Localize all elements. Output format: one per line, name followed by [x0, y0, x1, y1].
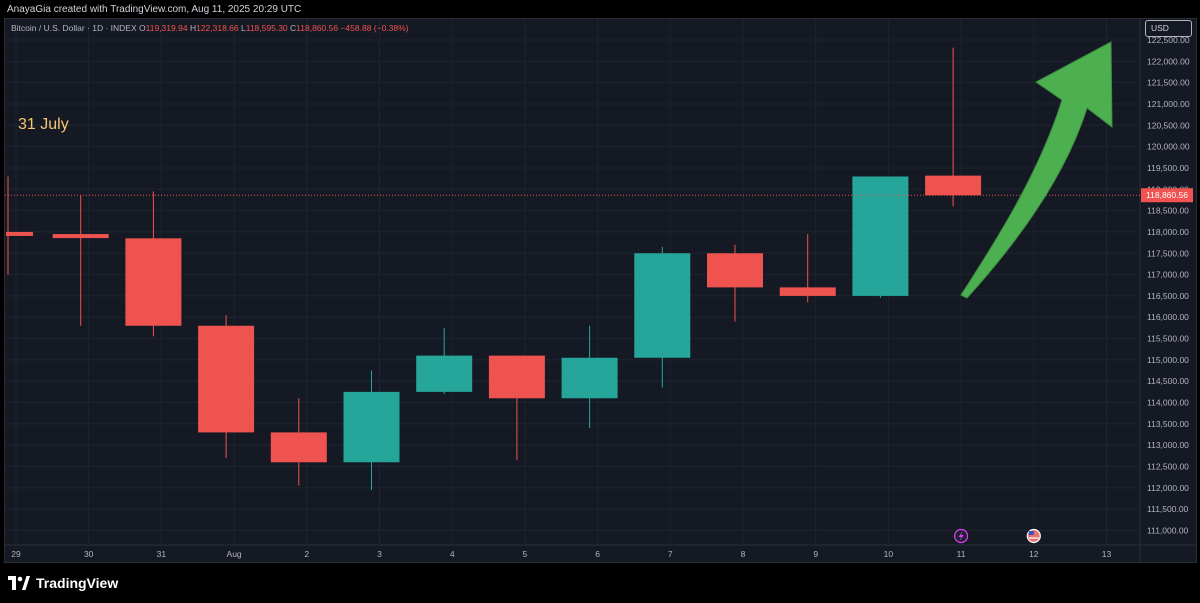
y-tick-label: 112,500.00 — [1147, 462, 1189, 472]
candle-body[interactable] — [779, 287, 836, 296]
y-tick-label: 118,500.00 — [1147, 206, 1189, 216]
y-tick-label: 121,500.00 — [1147, 78, 1190, 88]
tradingview-logo[interactable]: TradingView — [8, 575, 118, 591]
y-tick-label: 120,000.00 — [1147, 142, 1190, 152]
high-value: 122,318.66 — [196, 23, 239, 33]
candle-body[interactable] — [707, 253, 763, 288]
y-tick-label: 122,000.00 — [1147, 56, 1190, 66]
header-bar: AnayaGia created with TradingView.com, A… — [0, 0, 1200, 18]
high-label: H — [189, 23, 197, 33]
y-tick-label: 113,000.00 — [1147, 440, 1189, 450]
y-tick-label: 120,500.00 — [1147, 120, 1190, 130]
candle-body[interactable] — [416, 355, 473, 392]
current-price-tag — [1141, 188, 1193, 203]
current-price-label: 118,860.56 — [1146, 190, 1188, 200]
x-tick-label: 8 — [741, 549, 746, 559]
y-tick-label: 119,500.00 — [1147, 163, 1189, 173]
chart-area[interactable] — [4, 18, 1197, 563]
x-tick-label: 13 — [1102, 549, 1112, 559]
candle-body[interactable] — [852, 176, 909, 296]
symbol-name: Bitcoin / U.S. Dollar · 1D · INDEX — [11, 23, 137, 33]
change-value: −458.88 (−0.38%) — [340, 23, 409, 33]
y-tick-label: 117,500.00 — [1147, 248, 1189, 258]
x-tick-label: 11 — [957, 549, 966, 559]
y-tick-label: 114,000.00 — [1147, 398, 1189, 408]
brand-name: TradingView — [36, 575, 119, 591]
lightning-event-icon[interactable] — [953, 528, 969, 544]
tradingview-logo-icon — [8, 576, 30, 590]
y-tick-label: 115,500.00 — [1147, 334, 1189, 344]
candle-body[interactable] — [561, 357, 618, 399]
x-tick-label: 12 — [1029, 549, 1039, 559]
close-label: C — [290, 23, 297, 33]
candle-body[interactable] — [634, 253, 691, 358]
x-tick-label: 9 — [813, 549, 818, 559]
x-tick-label: 5 — [523, 549, 528, 559]
candle-body[interactable] — [343, 391, 400, 463]
y-tick-label: 121,000.00 — [1147, 99, 1190, 109]
x-tick-label: 30 — [84, 549, 94, 559]
y-tick-label: 111,000.00 — [1147, 526, 1189, 536]
x-tick-label: 10 — [884, 549, 894, 559]
y-tick-label: 116,000.00 — [1147, 312, 1189, 322]
footer-bar: TradingView — [0, 563, 1200, 603]
x-tick-label: 2 — [304, 549, 309, 559]
candle-body[interactable] — [488, 355, 545, 399]
trend-arrow-drawing[interactable] — [960, 41, 1113, 299]
y-tick-label: 115,000.00 — [1147, 355, 1189, 365]
us-flag-event-icon[interactable] — [1026, 528, 1041, 544]
x-tick-label: 7 — [668, 549, 673, 559]
y-tick-label: 111,500.00 — [1147, 504, 1189, 514]
y-tick-label: 112,000.00 — [1147, 483, 1189, 493]
x-tick-label: 4 — [450, 549, 455, 559]
candle-body[interactable] — [925, 175, 982, 196]
x-tick-label: 29 — [11, 549, 21, 559]
currency-selector[interactable]: USD — [1145, 20, 1192, 37]
open-value: 119,319.94 — [145, 23, 188, 33]
candle-body[interactable] — [125, 238, 182, 326]
open-label: O — [139, 23, 146, 33]
x-tick-label: 31 — [157, 549, 167, 559]
date-annotation: 31 July — [18, 116, 69, 133]
y-tick-label: 122,500.00 — [1147, 35, 1190, 45]
y-tick-label: 117,000.00 — [1147, 270, 1189, 280]
x-tick-label: 3 — [377, 549, 382, 559]
low-value: 118,595.30 — [245, 23, 288, 33]
creator-line: AnayaGia created with TradingView.com, A… — [7, 4, 302, 15]
x-tick-label: 6 — [595, 549, 600, 559]
candle-body[interactable] — [198, 325, 255, 433]
candle-body[interactable] — [52, 234, 109, 239]
symbol-legend: Bitcoin / U.S. Dollar · 1D · INDEX O119,… — [11, 23, 409, 33]
y-tick-label: 116,500.00 — [1147, 291, 1189, 301]
y-tick-label: 114,500.00 — [1147, 376, 1189, 386]
close-value: 118,860.56 — [296, 23, 339, 33]
y-tick-label: 113,500.00 — [1147, 419, 1189, 429]
candle-body[interactable] — [6, 231, 33, 236]
x-tick-label: Aug — [227, 549, 242, 559]
y-tick-label: 118,000.00 — [1147, 227, 1189, 237]
candle-body[interactable] — [270, 432, 327, 463]
low-label: L — [241, 23, 246, 33]
